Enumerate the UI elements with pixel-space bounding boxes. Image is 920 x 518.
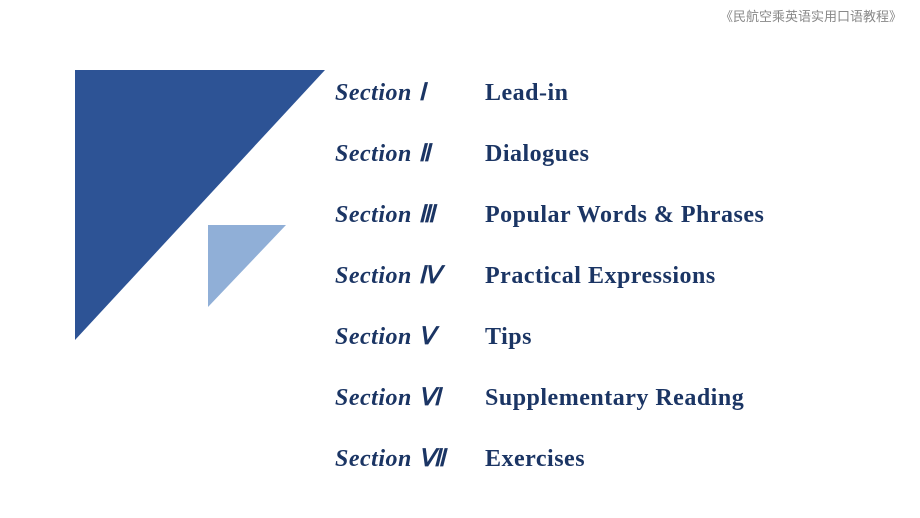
section-label: Section Ⅰ <box>335 78 485 107</box>
section-label: Section Ⅳ <box>335 261 485 290</box>
decorative-triangle-large <box>75 70 325 340</box>
decorative-triangle-small <box>208 225 286 307</box>
sections-list: Section Ⅰ Lead-in Section Ⅱ Dialogues Se… <box>335 78 764 505</box>
section-row: Section Ⅲ Popular Words & Phrases <box>335 200 764 229</box>
section-label: Section Ⅶ <box>335 444 485 473</box>
section-title: Popular Words & Phrases <box>485 202 764 229</box>
section-label: Section Ⅲ <box>335 200 485 229</box>
section-title: Lead-in <box>485 80 569 107</box>
section-title: Supplementary Reading <box>485 385 744 412</box>
section-row: Section Ⅱ Dialogues <box>335 139 764 168</box>
section-row: Section Ⅴ Tips <box>335 322 764 351</box>
section-label: Section Ⅴ <box>335 322 485 351</box>
section-label: Section Ⅱ <box>335 139 485 168</box>
section-row: Section Ⅶ Exercises <box>335 444 764 473</box>
section-row: Section Ⅰ Lead-in <box>335 78 764 107</box>
section-row: Section Ⅵ Supplementary Reading <box>335 383 764 412</box>
section-title: Exercises <box>485 446 585 473</box>
header-subtitle: 《民航空乘英语实用口语教程》 <box>720 6 902 25</box>
section-title: Dialogues <box>485 141 590 168</box>
section-label: Section Ⅵ <box>335 383 485 412</box>
section-row: Section Ⅳ Practical Expressions <box>335 261 764 290</box>
section-title: Practical Expressions <box>485 263 716 290</box>
section-title: Tips <box>485 324 532 351</box>
